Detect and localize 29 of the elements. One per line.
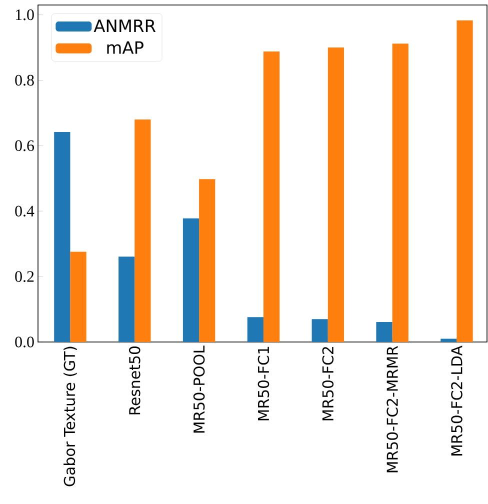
bar: [134, 120, 151, 342]
y-tick-label: 0.6: [15, 140, 34, 152]
x-tick-label: MR50-FC2: [322, 347, 334, 420]
y-tick-label: 1.0: [16, 9, 34, 20]
x-tick-label: MR50-POOL: [193, 346, 205, 433]
x-tick-label: MR50-FC2-MRMR: [386, 346, 398, 472]
y-tick-label: 0.0: [15, 336, 34, 348]
bar: [54, 132, 70, 342]
y-tick-label: 0.4: [15, 206, 34, 217]
x-tick-label: MR50-FC2-LDA: [451, 346, 462, 456]
bar: [328, 48, 344, 342]
y-tick-label: 0.8: [15, 74, 34, 86]
bar: [376, 322, 392, 342]
bar: [199, 179, 216, 342]
x-tick-label: MR50-FC1: [258, 346, 270, 420]
legend-label: mAP: [107, 41, 144, 54]
bar: [70, 252, 86, 342]
bar: [440, 338, 457, 342]
y-tick-label: 0.2: [15, 271, 34, 282]
legend-label: ANMRR: [94, 20, 156, 32]
bar: [247, 317, 264, 342]
bar: [118, 256, 135, 342]
x-tick-label: Gabor Texture (GT): [64, 346, 77, 486]
bar: [312, 319, 328, 342]
bar: [456, 20, 473, 342]
bar: [263, 51, 280, 342]
bar: [182, 218, 200, 342]
bar: [392, 44, 408, 342]
x-tick-label: Resnet50: [128, 346, 140, 414]
